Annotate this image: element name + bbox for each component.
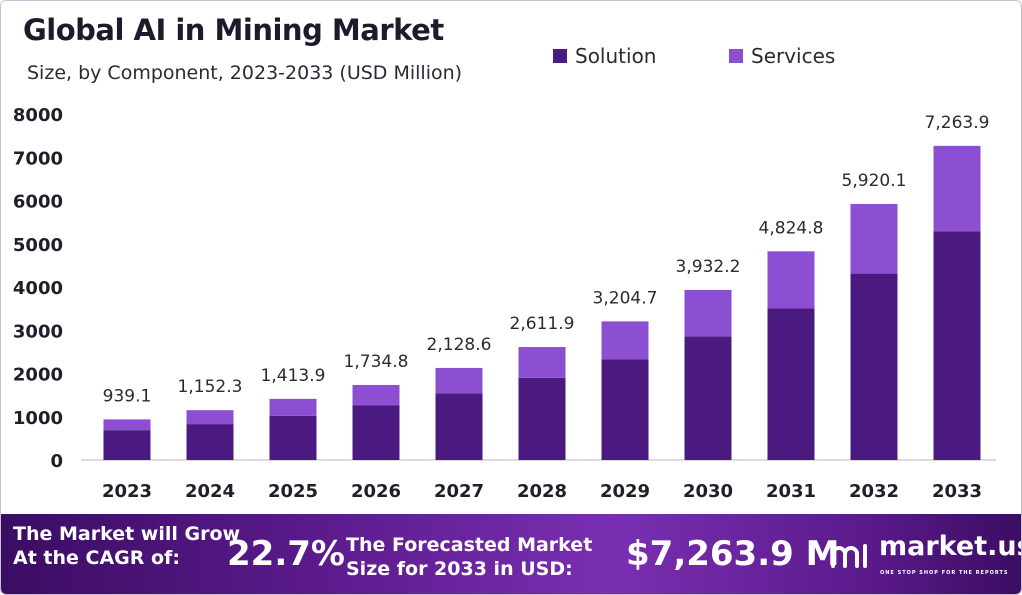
bar-chart: 0 1000 2000 3000 4000 5000 6000 7000 8000 939.1 20… [13, 105, 996, 502]
y-tick-label: 5000 [13, 235, 63, 256]
y-tick-label: 3000 [13, 321, 63, 342]
x-tick-label: 2027 [434, 481, 484, 502]
legend-swatch-solution [553, 49, 567, 63]
y-tick-label: 2000 [13, 365, 63, 386]
bar-segment-solution [518, 377, 566, 460]
forecast-text-line2: Size for 2033 in USD: [346, 558, 573, 580]
chart-title: Global AI in Mining Market [23, 13, 444, 47]
bar-segment-services [103, 419, 151, 431]
bar-total-label: 3,932.2 [676, 257, 741, 277]
market-us-logo-icon [831, 544, 867, 568]
x-tick-label: 2026 [351, 481, 401, 502]
y-tick-label: 4000 [13, 278, 63, 299]
x-tick-label: 2023 [102, 481, 152, 502]
bar-segment-services [435, 367, 483, 394]
bar-segment-solution [435, 393, 483, 460]
bar-total-label: 7,263.9 [925, 113, 990, 133]
forecast-text-line1: The Forecasted Market [346, 534, 593, 556]
x-tick-label: 2032 [849, 481, 899, 502]
bar-segment-solution [103, 430, 151, 460]
bar-total-label: 939.1 [103, 386, 152, 406]
bar-total-label: 2,128.6 [427, 335, 492, 355]
x-tick-label: 2025 [268, 481, 318, 502]
bar-total-label: 4,824.8 [759, 218, 824, 238]
brand-tagline: ONE STOP SHOP FOR THE REPORTS [880, 570, 1009, 576]
bar-segment-solution [186, 424, 234, 460]
legend-item-solution: Solution [553, 44, 656, 68]
forecast-value: $7,263.9 M [626, 534, 840, 574]
bar-total-label: 3,204.7 [593, 288, 658, 308]
footer-banner: The Market will Grow At the CAGR of: 22.… [1, 514, 1022, 594]
bar-segment-services [518, 347, 566, 378]
x-tick-label: 2031 [766, 481, 816, 502]
legend-label-services: Services [751, 44, 836, 68]
bar-segment-solution [684, 336, 732, 460]
bar-total-label: 2,611.9 [510, 314, 575, 334]
bar-segment-solution [352, 405, 400, 460]
bar-total-label: 1,734.8 [344, 352, 409, 372]
x-tick-label: 2028 [517, 481, 567, 502]
brand-name: market.us [879, 531, 1022, 562]
y-tick-label: 0 [50, 451, 63, 472]
bar-total-label: 1,413.9 [261, 366, 326, 386]
legend-label-solution: Solution [575, 44, 657, 68]
bar-segment-solution [767, 308, 815, 460]
y-tick-label: 6000 [13, 192, 63, 213]
bar-total-label: 5,920.1 [842, 171, 907, 191]
bar-segment-services [269, 398, 317, 416]
x-tick-label: 2030 [683, 481, 733, 502]
bar-segment-solution [269, 415, 317, 460]
cagr-value: 22.7% [227, 534, 345, 574]
bar-segment-solution [601, 359, 649, 460]
bar-segment-services [186, 410, 234, 425]
chart-subtitle: Size, by Component, 2023-2033 (USD Milli… [27, 62, 463, 84]
bar-total-label: 1,152.3 [178, 377, 243, 397]
y-tick-label: 7000 [13, 148, 63, 169]
y-tick-label: 1000 [13, 408, 63, 429]
x-tick-label: 2033 [932, 481, 982, 502]
bar-segment-solution [933, 231, 981, 460]
x-tick-label: 2024 [185, 481, 235, 502]
x-tick-label: 2029 [600, 481, 650, 502]
cagr-text-line2: At the CAGR of: [13, 547, 180, 569]
legend-swatch-services [729, 49, 743, 63]
bar-segment-services [933, 145, 981, 232]
bar-segment-solution [850, 273, 898, 460]
bar-segment-services [601, 321, 649, 360]
bar-segment-services [767, 251, 815, 309]
bar-segment-services [352, 384, 400, 406]
bar-segment-services [850, 203, 898, 274]
legend-item-services: Services [729, 44, 835, 68]
y-tick-label: 8000 [13, 105, 63, 126]
bar-segment-services [684, 289, 732, 337]
cagr-text-line1: The Market will Grow [13, 523, 241, 545]
